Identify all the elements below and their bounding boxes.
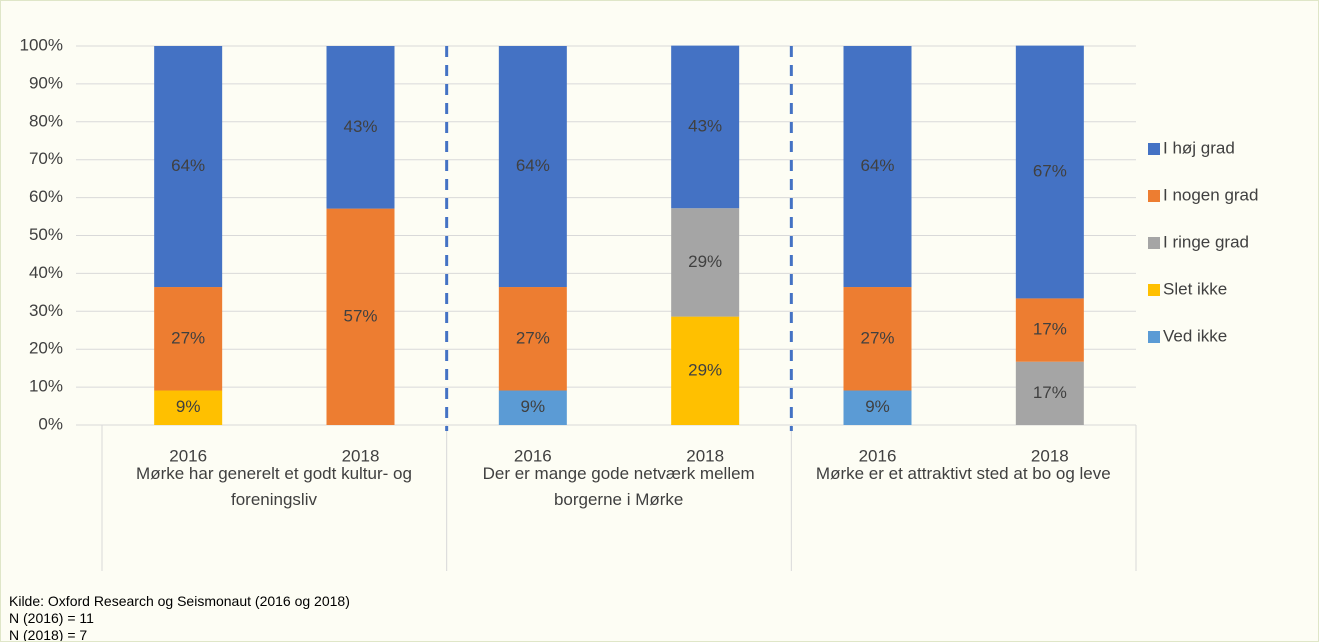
footnote: N (2018) = 7 bbox=[9, 627, 88, 642]
data-label: 9% bbox=[521, 397, 546, 416]
legend-label: Slet ikke bbox=[1163, 279, 1227, 298]
data-label: 9% bbox=[176, 397, 201, 416]
bar-segment bbox=[671, 45, 740, 209]
footnote: Kilde: Oxford Research og Seismonaut (20… bbox=[9, 593, 350, 609]
legend-label: I høj grad bbox=[1163, 138, 1235, 157]
legend-swatch bbox=[1148, 331, 1160, 343]
bar-segment bbox=[843, 46, 912, 288]
legend-swatch bbox=[1148, 284, 1160, 296]
y-tick-label: 0% bbox=[38, 414, 63, 433]
x-tick-label: 2018 bbox=[1031, 446, 1069, 465]
data-label: 27% bbox=[860, 328, 894, 347]
data-label: 43% bbox=[688, 116, 722, 135]
bar-segment bbox=[843, 390, 912, 425]
data-label: 27% bbox=[171, 328, 205, 347]
data-label: 64% bbox=[171, 156, 205, 175]
bar-segment bbox=[498, 390, 567, 425]
bar-segment bbox=[498, 46, 567, 288]
bar-segment bbox=[671, 316, 740, 425]
bar-segment bbox=[498, 287, 567, 391]
legend-swatch bbox=[1148, 237, 1160, 249]
group-label: Der er mange gode netværk mellem borgern… bbox=[482, 464, 755, 509]
data-label: 17% bbox=[1033, 320, 1067, 339]
x-tick-label: 2018 bbox=[342, 446, 380, 465]
y-tick-label: 70% bbox=[29, 149, 63, 168]
data-label: 29% bbox=[688, 252, 722, 271]
y-tick-label: 10% bbox=[29, 377, 63, 396]
data-label: 64% bbox=[516, 156, 550, 175]
footnote: N (2016) = 11 bbox=[9, 610, 94, 626]
group-label: Mørke har generelt et godt kultur- og fo… bbox=[136, 464, 412, 509]
bar-segment bbox=[154, 390, 223, 425]
bar-segment bbox=[1015, 298, 1084, 362]
bar-segment bbox=[154, 287, 223, 391]
data-label: 57% bbox=[343, 306, 377, 325]
legend-label: I nogen grad bbox=[1163, 185, 1258, 204]
bar-segment bbox=[1015, 361, 1084, 425]
bar-segment bbox=[671, 208, 740, 317]
bar-segment bbox=[154, 46, 223, 288]
bar-segment bbox=[843, 287, 912, 391]
bar-segment bbox=[326, 208, 395, 425]
legend-label: Ved ikke bbox=[1163, 326, 1227, 345]
data-label: 9% bbox=[865, 397, 890, 416]
group-label: Mørke er et attraktivt sted at bo og lev… bbox=[815, 464, 1111, 483]
data-label: 67% bbox=[1033, 162, 1067, 181]
bar-segment bbox=[1015, 45, 1084, 299]
y-tick-label: 50% bbox=[29, 225, 63, 244]
data-label: 43% bbox=[343, 117, 377, 136]
data-label: 64% bbox=[860, 156, 894, 175]
legend-swatch bbox=[1148, 190, 1160, 202]
y-tick-label: 100% bbox=[20, 35, 63, 54]
data-label: 29% bbox=[688, 360, 722, 379]
y-tick-label: 60% bbox=[29, 187, 63, 206]
y-tick-label: 30% bbox=[29, 301, 63, 320]
data-label: 17% bbox=[1033, 383, 1067, 402]
x-tick-label: 2016 bbox=[859, 446, 897, 465]
bar-segment bbox=[326, 46, 395, 209]
x-tick-label: 2016 bbox=[169, 446, 207, 465]
y-tick-label: 40% bbox=[29, 263, 63, 282]
x-tick-label: 2018 bbox=[686, 446, 724, 465]
legend-swatch bbox=[1148, 143, 1160, 155]
y-tick-label: 20% bbox=[29, 339, 63, 358]
y-tick-label: 80% bbox=[29, 111, 63, 130]
y-tick-label: 90% bbox=[29, 73, 63, 92]
legend-label: I ringe grad bbox=[1163, 232, 1249, 251]
data-label: 27% bbox=[516, 328, 550, 347]
x-tick-label: 2016 bbox=[514, 446, 552, 465]
